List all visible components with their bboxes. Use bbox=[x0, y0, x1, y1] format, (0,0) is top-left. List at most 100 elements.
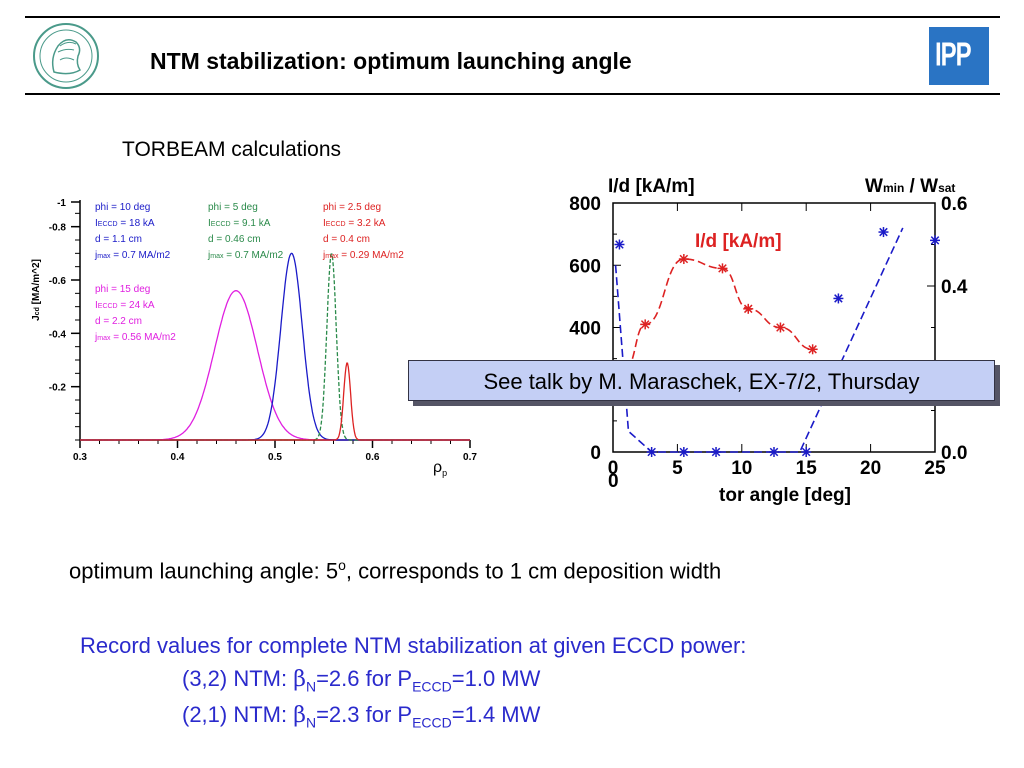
legend-text: d = 0.46 cm bbox=[208, 234, 261, 245]
y-tick-label: -1 bbox=[57, 198, 66, 209]
id-data-point bbox=[678, 254, 689, 265]
legend-line: d = 0.46 cm bbox=[208, 234, 261, 245]
page-title: NTM stabilization: optimum launching ang… bbox=[150, 48, 632, 74]
legend-sub: ECCD bbox=[98, 303, 118, 310]
power-value: =1.4 MW bbox=[451, 702, 541, 727]
power-sub: ECCD bbox=[412, 714, 452, 731]
legend-text: phi = 2.5 deg bbox=[323, 202, 381, 213]
y-axis-label-sub: cd bbox=[34, 307, 41, 315]
legend-value: = 9.1 kA bbox=[231, 218, 271, 229]
legend-line: jmax = 0.7 MA/m2 bbox=[94, 250, 171, 261]
legend-line: d = 2.2 cm bbox=[95, 316, 142, 327]
record-mode: (2,1) NTM: bbox=[182, 702, 294, 727]
right-axis-label-sub2: sat bbox=[938, 181, 955, 195]
optimum-angle-note: optimum launching angle: 5o, corresponds… bbox=[69, 557, 721, 584]
y-tick-label: -0.2 bbox=[49, 383, 67, 394]
x-axis-label: ρp bbox=[433, 459, 447, 478]
ipp-logo: IPP bbox=[929, 27, 989, 85]
legend-line: IECCD = 18 kA bbox=[95, 218, 155, 229]
wmin-data-point bbox=[801, 447, 812, 457]
legend-line: phi = 5 deg bbox=[208, 202, 258, 213]
legend-line: jmax = 0.56 MA/m2 bbox=[94, 332, 176, 343]
id-data-point bbox=[743, 303, 754, 314]
legend-line: IECCD = 9.1 kA bbox=[208, 218, 271, 229]
x-tick-label: 5 bbox=[672, 458, 683, 479]
x-axis-label-main: ρ bbox=[433, 459, 442, 476]
y-axis-label-main: J bbox=[31, 315, 42, 321]
right-tick-label: 0.4 bbox=[941, 277, 968, 298]
legend-line: phi = 10 deg bbox=[95, 202, 150, 213]
legend-value: = 0.29 MA/m2 bbox=[338, 250, 404, 261]
wmin-data-point bbox=[878, 227, 889, 238]
wmin-data-point bbox=[614, 239, 625, 250]
y-tick-label: -0.8 bbox=[49, 223, 67, 234]
record-line-2-1: (2,1) NTM: βN=2.3 for PECCD=1.4 MW bbox=[182, 702, 540, 730]
legend-value: = 0.7 MA/m2 bbox=[223, 250, 283, 261]
left-tick-label: 600 bbox=[569, 256, 601, 277]
ipp-logo-text: IPP bbox=[935, 36, 972, 74]
x-tick-label: 0.3 bbox=[73, 452, 87, 463]
power-value: =1.0 MW bbox=[451, 666, 541, 691]
header-rule-bottom bbox=[25, 93, 1000, 95]
left-axis-label: I/d [kA/m] bbox=[608, 176, 695, 197]
legend-value: = 3.2 kA bbox=[346, 218, 386, 229]
legend-value: = 0.7 MA/m2 bbox=[110, 250, 170, 261]
launch-angle-chart: 0 400 600 800 0.0 0.4 0.6 0 5 10 15 20 25 0 tor angle … bbox=[569, 176, 968, 506]
legend-line: jmax = 0.7 MA/m2 bbox=[207, 250, 284, 261]
beta-value: =2.3 for P bbox=[316, 702, 413, 727]
wmin-data-point bbox=[678, 447, 689, 457]
legend-text: j bbox=[94, 250, 97, 261]
wmin-series-curve bbox=[614, 227, 904, 453]
legend-text: d = 1.1 cm bbox=[95, 234, 142, 245]
record-values-heading: Record values for complete NTM stabiliza… bbox=[80, 633, 747, 658]
talk-reference-callout: See talk by M. Maraschek, EX-7/2, Thursd… bbox=[408, 360, 995, 401]
right-axis-label-main: W bbox=[865, 176, 883, 197]
legend-text: I bbox=[323, 218, 326, 229]
id-data-point bbox=[717, 263, 728, 274]
x-tick-label: 0.4 bbox=[171, 452, 185, 463]
chart-section-caption: TORBEAM calculations bbox=[122, 138, 342, 161]
x-tick-label: 0.5 bbox=[268, 452, 282, 463]
legend-line: d = 1.1 cm bbox=[95, 234, 142, 245]
legend-text: I bbox=[95, 300, 98, 311]
series-curve-3 bbox=[80, 362, 470, 441]
legend-text: phi = 15 deg bbox=[95, 284, 150, 295]
legend-sub: ECCD bbox=[98, 221, 118, 228]
legend-sub: ECCD bbox=[211, 221, 231, 228]
power-sub: ECCD bbox=[412, 678, 452, 695]
legend-text: d = 2.2 cm bbox=[95, 316, 142, 327]
right-tick-label: 0.0 bbox=[941, 443, 967, 464]
beta-sub: N bbox=[305, 714, 317, 731]
legend-line: IECCD = 3.2 kA bbox=[323, 218, 386, 229]
x-tick-label: 10 bbox=[731, 458, 752, 479]
legend-line: phi = 2.5 deg bbox=[323, 202, 381, 213]
legend-line: IECCD = 24 kA bbox=[95, 300, 155, 311]
wmin-data-point bbox=[930, 235, 940, 246]
id-data-point bbox=[640, 319, 651, 330]
header-rule-top bbox=[25, 16, 1000, 18]
left-tick-label: 0 bbox=[590, 443, 601, 464]
legend-text: I bbox=[95, 218, 98, 229]
legend-text: j bbox=[94, 332, 97, 343]
wmin-data-point bbox=[833, 293, 844, 304]
beta-value: =2.6 for P bbox=[316, 666, 413, 691]
record-line-3-2: (3,2) NTM: βN=2.6 for PECCD=1.0 MW bbox=[182, 666, 540, 694]
x-tick-label: 25 bbox=[924, 458, 946, 479]
y-tick-label: -0.4 bbox=[49, 329, 67, 340]
legend-text: phi = 10 deg bbox=[95, 202, 150, 213]
x-tick-label: 15 bbox=[796, 458, 818, 479]
y-tick-label: -0.6 bbox=[49, 276, 67, 287]
right-tick-label: 0.6 bbox=[941, 194, 967, 215]
legend-text: phi = 5 deg bbox=[208, 202, 258, 213]
legend-value: = 0.56 MA/m2 bbox=[110, 332, 176, 343]
legend-text: I bbox=[208, 218, 211, 229]
legend-text: d = 0.4 cm bbox=[323, 234, 370, 245]
legend-sub: ECCD bbox=[326, 221, 346, 228]
y-axis-label-unit: [MA/m^2] bbox=[31, 259, 42, 307]
x-tick-label: 0.6 bbox=[366, 452, 380, 463]
note-degree-sup: o bbox=[338, 557, 346, 573]
right-axis-label: Wmin / Wsat bbox=[865, 176, 955, 197]
note-prefix: optimum launching angle: 5 bbox=[69, 558, 339, 584]
beta-sub: N bbox=[305, 678, 317, 695]
record-mode: (3,2) NTM: bbox=[182, 666, 294, 691]
